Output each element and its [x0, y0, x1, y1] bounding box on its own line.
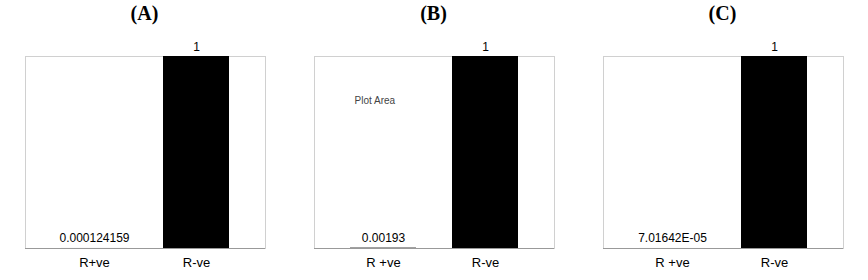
svg-text:1: 1	[771, 40, 778, 54]
svg-text:R +ve: R +ve	[366, 255, 400, 270]
svg-text:R-ve: R-ve	[760, 255, 787, 270]
svg-text:1: 1	[482, 40, 489, 54]
svg-text:R +ve: R +ve	[655, 255, 689, 270]
svg-text:Plot Area: Plot Area	[354, 95, 395, 106]
svg-text:0.000124159: 0.000124159	[59, 231, 129, 245]
html-text:(A): (A)	[130, 2, 159, 24]
html-text:(B): (B)	[420, 2, 447, 24]
svg-text:7.01642E-05: 7.01642E-05	[638, 231, 707, 245]
svg-text:0.00193: 0.00193	[361, 231, 405, 245]
svg-text:R-ve: R-ve	[471, 255, 498, 270]
svg-text:1: 1	[193, 40, 200, 54]
html-text:(C): (C)	[708, 2, 737, 24]
svg-text:R+ve: R+ve	[79, 255, 110, 270]
svg-text:R-ve: R-ve	[182, 255, 209, 270]
